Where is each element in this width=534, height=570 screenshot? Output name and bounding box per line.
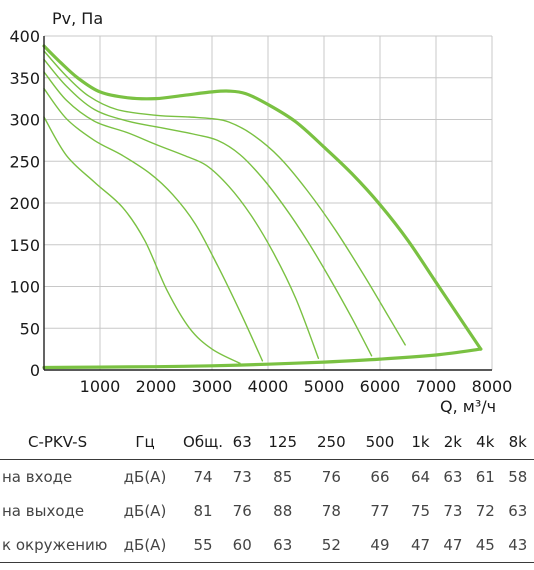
table-cell: 64 — [404, 459, 437, 494]
table-row: к окружению дБ(А) 55 60 63 52 49 47 47 4… — [0, 528, 534, 563]
table-cell: 76 — [232, 502, 252, 520]
column-header: 125 — [268, 433, 298, 451]
table-cell: 66 — [355, 459, 405, 494]
table-cell: 73 — [226, 459, 259, 494]
y-tick-label: 400 — [9, 27, 40, 46]
table-row: на входе дБ(А) 74 73 85 76 66 64 63 61 5… — [0, 459, 534, 494]
table-cell: 72 — [475, 502, 495, 520]
chart-grid — [44, 35, 493, 371]
y-tick-label: 100 — [9, 278, 40, 297]
row-unit: дБ(А) — [110, 528, 180, 563]
table-cell: 55 — [180, 528, 226, 563]
y-tick-label: 150 — [9, 236, 40, 255]
table-cell: 43 — [501, 528, 534, 563]
x-tick-label: 2000 — [136, 377, 177, 396]
table-cell: 45 — [469, 528, 502, 563]
y-tick-label: 350 — [9, 69, 40, 88]
column-header: 1k — [411, 433, 430, 451]
table-cell: 88 — [273, 502, 293, 520]
y-tick-labels: 0 50 100 150 200 250 300 350 400 — [9, 27, 40, 380]
row-label: к окружению — [0, 528, 110, 563]
column-header: 8k — [508, 433, 527, 451]
table-cell: 47 — [404, 528, 437, 563]
column-header: 250 — [317, 433, 346, 451]
performance-curve — [43, 87, 264, 362]
table-cell: 77 — [370, 502, 390, 520]
table-cell: 85 — [258, 459, 308, 494]
table-header-row: C-PKV-S Гц Общ. 63 125 250 500 1k 2k 4k … — [0, 425, 534, 460]
column-header: 4k — [476, 433, 495, 451]
table-cell: 63 — [508, 502, 528, 520]
x-tick-label: 4000 — [248, 377, 289, 396]
y-tick-label: 200 — [9, 194, 40, 213]
table-cell: 75 — [410, 502, 431, 520]
x-axis-title: Q, м³/ч — [440, 397, 496, 416]
y-tick-label: 300 — [9, 111, 40, 130]
column-header: 2k — [443, 433, 462, 451]
table-cell: 78 — [321, 502, 341, 520]
chart-curves — [42, 44, 483, 370]
table-cell: 60 — [226, 528, 259, 563]
chart-frame — [43, 36, 492, 371]
y-axis-title: Pv, Па — [52, 9, 103, 28]
table-row: на выходе дБ(А) 81 76 88 78 77 75 73 72 … — [0, 494, 534, 528]
table-cell: 81 — [193, 502, 213, 520]
row-unit: дБ(А) — [110, 459, 180, 494]
x-tick-label: 3000 — [192, 377, 233, 396]
table-cell: 63 — [436, 459, 470, 494]
performance-curve-bold — [42, 347, 483, 370]
row-label: на входе — [0, 459, 110, 494]
x-tick-labels: 1000 2000 3000 4000 5000 6000 7000 8000 — [80, 377, 513, 396]
y-tick-label: 0 — [30, 361, 40, 380]
performance-curve — [43, 58, 373, 357]
column-header: Общ. — [183, 433, 223, 451]
performance-curve — [43, 116, 241, 364]
table-cell: 52 — [307, 528, 356, 563]
y-tick-label: 250 — [9, 152, 40, 171]
performance-curve-bold — [42, 44, 483, 351]
unit-header: Гц — [135, 433, 155, 451]
row-unit: дБ(А) — [123, 502, 167, 520]
y-tick-label: 50 — [20, 319, 40, 338]
table-cell: 49 — [355, 528, 405, 563]
table-cell: 74 — [180, 459, 226, 494]
x-tick-label: 6000 — [360, 377, 401, 396]
performance-curve — [43, 50, 406, 346]
performance-curve — [43, 71, 320, 359]
table-cell: 61 — [469, 459, 502, 494]
table-cell: 73 — [443, 502, 463, 520]
column-header: 500 — [365, 433, 395, 451]
noise-level-table: C-PKV-S Гц Общ. 63 125 250 500 1k 2k 4k … — [0, 425, 534, 563]
table-cell: 63 — [258, 528, 308, 563]
row-label: на выходе — [2, 502, 85, 520]
table-cell: 76 — [307, 459, 356, 494]
model-name: C-PKV-S — [28, 433, 88, 451]
x-tick-label: 1000 — [80, 377, 121, 396]
table-cell: 47 — [436, 528, 470, 563]
table-cell: 58 — [501, 459, 534, 494]
pressure-flow-chart: 1000 2000 3000 4000 5000 6000 7000 8000 0 50 100 1… — [9, 9, 513, 416]
x-tick-label: 5000 — [304, 377, 345, 396]
x-tick-label: 8000 — [472, 377, 513, 396]
x-tick-label: 7000 — [416, 377, 457, 396]
column-header: 63 — [232, 433, 252, 451]
